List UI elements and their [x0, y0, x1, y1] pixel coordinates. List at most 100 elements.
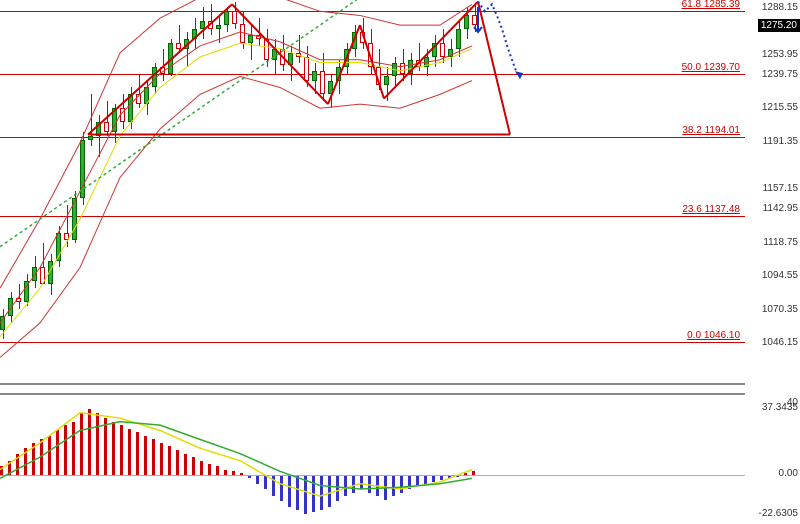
candle-body — [304, 57, 309, 81]
macd-histogram-bar — [304, 475, 307, 514]
fibonacci-level-line — [0, 216, 745, 217]
candle-body — [32, 267, 37, 281]
candle-body — [72, 198, 77, 240]
macd-histogram-bar — [128, 429, 131, 475]
candle-wick — [259, 18, 260, 46]
indicator-line — [0, 76, 472, 357]
price-axis-label: 1191.35 — [763, 136, 798, 147]
chart-container: 61.8 1285.3950.0 1239.7038.2 1194.0123.6… — [0, 0, 800, 524]
candle-body — [136, 94, 141, 104]
fibonacci-level-line — [0, 137, 745, 138]
macd-histogram-bar — [344, 475, 347, 496]
candle-body — [176, 43, 181, 49]
candle-wick — [67, 205, 68, 247]
candle-body — [264, 39, 269, 60]
candle-body — [256, 35, 261, 39]
macd-axis-label: 37.3435 — [762, 402, 798, 413]
price-y-axis: 1288.151253.951239.751215.551191.351157.… — [745, 0, 800, 385]
macd-histogram-bar — [328, 475, 331, 507]
candle-body — [360, 32, 365, 43]
candle-body — [288, 53, 293, 65]
macd-histogram-bar — [48, 436, 51, 475]
macd-histogram-bar — [152, 439, 155, 474]
macd-histogram-bar — [184, 454, 187, 475]
macd-histogram-bar — [16, 454, 19, 475]
fibonacci-level-label: 61.8 1285.39 — [682, 0, 740, 10]
candle-body — [376, 67, 381, 85]
price-axis-label: 1094.55 — [762, 270, 798, 281]
macd-histogram-bar — [256, 475, 259, 484]
macd-histogram-bar — [376, 475, 379, 496]
fibonacci-level-line — [0, 342, 745, 343]
macd-histogram-bar — [136, 432, 139, 475]
macd-histogram-bar — [272, 475, 275, 496]
candle-body — [448, 49, 453, 57]
candle-wick — [187, 32, 188, 67]
candle-body — [152, 67, 157, 88]
macd-histogram-bar — [408, 475, 411, 489]
candle-body — [224, 11, 229, 25]
indicator-line — [0, 43, 472, 337]
candle-wick — [211, 4, 212, 34]
prediction-arrow-icon — [515, 71, 523, 79]
candle-body — [416, 60, 421, 67]
macd-y-axis: 4037.34350.00-22.6305 — [745, 393, 800, 513]
macd-axis-label: -22.6305 — [759, 508, 798, 519]
candle-wick — [179, 25, 180, 53]
candle-body — [40, 267, 45, 284]
macd-histogram-bar — [144, 436, 147, 475]
candle-body — [440, 43, 445, 57]
candle-wick — [19, 284, 20, 309]
candle-body — [64, 233, 69, 240]
candle-wick — [163, 49, 164, 81]
candle-body — [56, 233, 61, 261]
macd-indicator-chart[interactable] — [0, 393, 745, 513]
macd-histogram-bar — [424, 475, 427, 484]
macd-histogram-bar — [264, 475, 267, 489]
fibonacci-level-label: 0.0 1046.10 — [687, 330, 740, 341]
candle-body — [352, 32, 357, 49]
candle-body — [96, 122, 101, 136]
candle-body — [80, 140, 85, 198]
macd-histogram-bar — [208, 464, 211, 475]
macd-histogram-bar — [56, 430, 59, 474]
candle-body — [432, 43, 437, 57]
candle-body — [192, 29, 197, 39]
candle-body — [368, 43, 373, 67]
candle-body — [248, 35, 253, 43]
candle-body — [216, 25, 221, 29]
macd-axis-label: 0.00 — [779, 468, 798, 479]
macd-zero-line — [0, 475, 745, 476]
macd-histogram-bar — [336, 475, 339, 502]
macd-histogram-bar — [216, 466, 219, 475]
macd-histogram-bar — [360, 475, 363, 489]
macd-histogram-bar — [192, 457, 195, 475]
macd-histogram-bar — [200, 461, 203, 475]
price-axis-label: 1142.95 — [763, 203, 798, 214]
fibonacci-level-label: 23.6 1137.48 — [682, 204, 740, 215]
price-axis-label: 1253.95 — [762, 49, 798, 60]
indicator-line — [0, 32, 472, 323]
pattern-line — [478, 2, 510, 135]
candle-body — [384, 76, 389, 84]
main-price-chart[interactable]: 61.8 1285.3950.0 1239.7038.2 1194.0123.6… — [0, 0, 745, 385]
candle-wick — [219, 15, 220, 43]
price-axis-label: 1157.15 — [763, 183, 798, 194]
macd-histogram-bar — [80, 413, 83, 475]
macd-histogram-bar — [24, 448, 27, 475]
candle-body — [456, 29, 461, 48]
candle-body — [184, 39, 189, 49]
macd-histogram-bar — [112, 422, 115, 475]
current-price-label: 1275.20 — [758, 19, 800, 32]
candle-body — [400, 63, 405, 74]
candle-body — [8, 298, 13, 316]
price-axis-label: 1118.75 — [763, 237, 798, 248]
candle-body — [464, 15, 469, 29]
macd-histogram-bar — [176, 450, 179, 475]
candle-body — [168, 43, 173, 73]
candle-body — [24, 281, 29, 302]
candle-body — [392, 63, 397, 77]
macd-histogram-bar — [352, 475, 355, 493]
candle-body — [128, 94, 133, 122]
candle-body — [272, 49, 277, 60]
